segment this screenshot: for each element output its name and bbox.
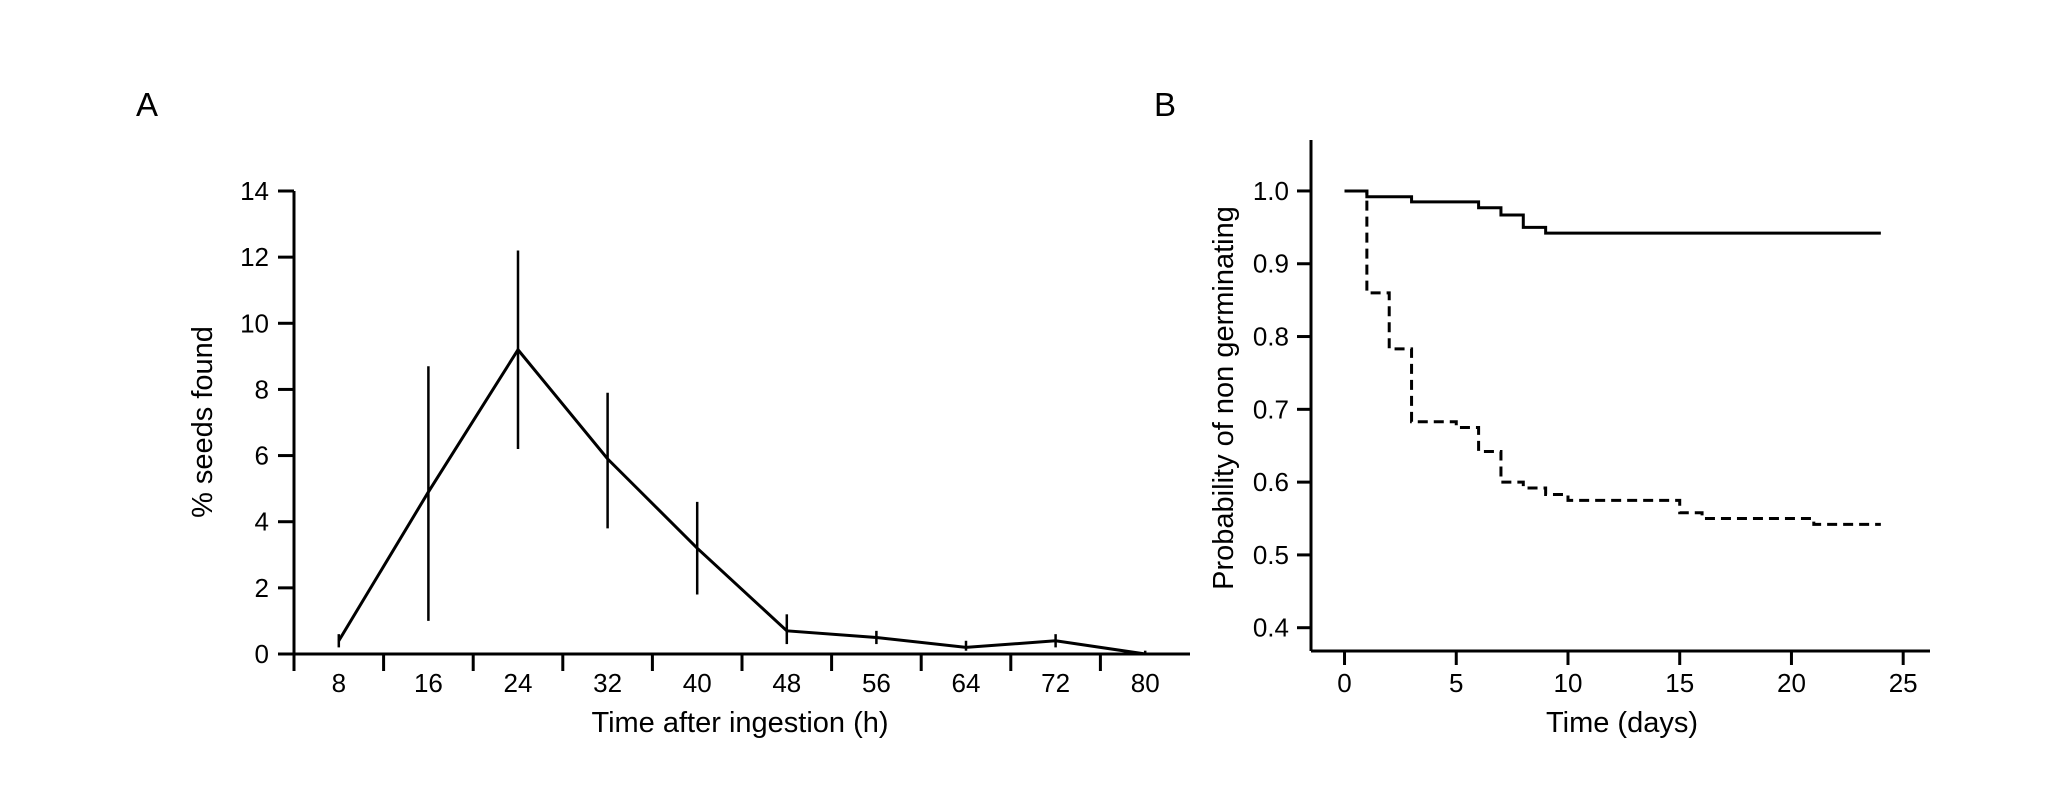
panel-b-y-ticks: 1.0 0.9 0.8 0.7 0.6 0.5 0.4 xyxy=(1253,176,1311,643)
panel-a-y-tick-label: 6 xyxy=(255,441,269,471)
panel-b-x-tick-label: 0 xyxy=(1337,668,1351,698)
panel-a-y-tick-label: 2 xyxy=(255,573,269,603)
panel-b-solid-curve xyxy=(1344,189,1881,235)
panel-b-y-axis-title: Probability of non germinating xyxy=(1208,206,1240,590)
panel-a-y-tick-label: 0 xyxy=(255,639,269,669)
panel-b-y-tick-label: 0.5 xyxy=(1253,540,1289,570)
panel-b-x-axis-title: Time (days) xyxy=(1546,707,1698,739)
panel-b-x-tick-label: 10 xyxy=(1554,668,1583,698)
panel-b-y-tick-label: 0.7 xyxy=(1253,394,1289,424)
panel-b-x-tick-label: 20 xyxy=(1777,668,1806,698)
panel-b-dashed-curve xyxy=(1344,189,1881,526)
panel-a-y-tick-label: 8 xyxy=(255,374,269,404)
panel-a-y-tick-label: 10 xyxy=(240,308,269,338)
panel-a-label: A xyxy=(136,86,158,123)
panel-a-x-tick-label: 48 xyxy=(772,668,801,698)
panel-a-x-ticks: 8 16 24 32 40 48 56 64 72 80 xyxy=(332,654,1160,698)
panel-a-y-tick-label: 12 xyxy=(240,242,269,272)
panel-a-series xyxy=(337,347,1146,656)
panel-b: B 0 5 10 15 20 25 1.0 0.9 0.8 0.7 0.6 0.5 0.4 Time … xyxy=(1154,86,1930,739)
panel-a-series-line xyxy=(337,347,1146,656)
panel-b-y-tick-label: 0.8 xyxy=(1253,322,1289,352)
panel-a-y-ticks: 0 2 4 6 8 10 12 14 xyxy=(240,176,294,669)
panel-b-x-ticks: 0 5 10 15 20 25 xyxy=(1337,651,1918,698)
panel-b-y-tick-label: 0.4 xyxy=(1253,613,1289,643)
panel-a-y-axis-title: % seeds found xyxy=(187,326,219,518)
panel-a-x-tick-label: 80 xyxy=(1131,668,1160,698)
panel-b-label: B xyxy=(1154,86,1176,123)
panel-b-y-tick-label: 0.6 xyxy=(1253,467,1289,497)
panel-a-error-bars xyxy=(337,250,1147,654)
panel-b-y-tick-label: 0.9 xyxy=(1253,249,1289,279)
panel-b-series xyxy=(1344,189,1881,526)
panel-a-y-tick-label: 14 xyxy=(240,176,269,206)
panel-b-x-tick-label: 15 xyxy=(1665,668,1694,698)
panel-b-x-tick-label: 5 xyxy=(1449,668,1463,698)
panel-a-x-tick-label: 24 xyxy=(504,668,533,698)
panel-a-x-tick-label: 16 xyxy=(414,668,443,698)
panel-a-x-tick-label: 56 xyxy=(862,668,891,698)
panel-a-x-tick-label: 72 xyxy=(1041,668,1070,698)
panel-b-axes xyxy=(1309,140,1930,653)
panel-a-x-axis-title: Time after ingestion (h) xyxy=(591,707,888,739)
panel-a-x-tick-label: 64 xyxy=(952,668,981,698)
panel-a-y-tick-label: 4 xyxy=(255,507,269,537)
panel-a-x-tick-label: 8 xyxy=(332,668,346,698)
panel-b-x-tick-label: 25 xyxy=(1889,668,1918,698)
panel-a-x-tick-label: 32 xyxy=(593,668,622,698)
panel-a-x-tick-label: 40 xyxy=(683,668,712,698)
panel-b-y-tick-label: 1.0 xyxy=(1253,176,1289,206)
